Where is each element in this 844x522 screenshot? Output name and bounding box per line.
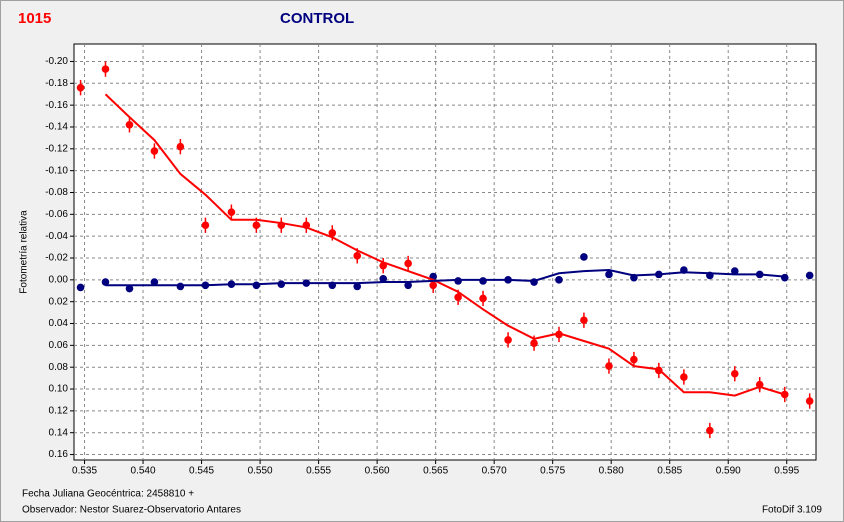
x-tick-label: 0.585 xyxy=(657,466,682,477)
data-point xyxy=(101,278,110,286)
data-point xyxy=(479,294,487,303)
y-tick-label: 0.06 xyxy=(49,340,69,351)
data-point xyxy=(252,281,261,290)
data-point xyxy=(555,330,563,339)
y-tick-label: 0.00 xyxy=(49,274,69,285)
data-point xyxy=(252,221,261,230)
data-point xyxy=(353,252,362,260)
data-point xyxy=(125,284,134,293)
data-point xyxy=(76,283,85,292)
y-tick-label: 0.04 xyxy=(49,318,69,329)
data-point xyxy=(328,229,337,237)
y-tick-label: -0.18 xyxy=(45,78,68,89)
y-tick-label: -0.12 xyxy=(45,143,68,154)
data-point xyxy=(479,277,487,285)
data-point xyxy=(176,142,185,151)
footer-version: FotoDif 3.109 xyxy=(762,505,822,516)
y-tick-label: -0.14 xyxy=(45,122,68,133)
data-point xyxy=(555,276,563,284)
y-tick-label: -0.04 xyxy=(45,231,68,242)
data-point xyxy=(580,316,588,325)
x-tick-label: 0.580 xyxy=(599,466,624,477)
x-tick-label: 0.565 xyxy=(423,466,448,477)
id-label: 1015 xyxy=(18,10,51,27)
data-point xyxy=(227,208,236,216)
x-tick-label: 0.535 xyxy=(72,466,97,477)
y-tick-label: -0.10 xyxy=(45,165,68,176)
x-tick-label: 0.545 xyxy=(189,466,214,477)
trend-line xyxy=(104,93,786,397)
chart-title: CONTROL xyxy=(280,10,354,27)
data-point xyxy=(176,282,185,291)
data-point xyxy=(150,278,159,286)
y-tick-label: 0.16 xyxy=(49,449,69,460)
data-point xyxy=(404,259,412,268)
data-point xyxy=(780,273,789,282)
x-tick-label: 0.550 xyxy=(248,466,273,477)
x-tick-label: 0.575 xyxy=(540,466,565,477)
y-tick-label: 0.12 xyxy=(49,406,69,417)
data-point xyxy=(805,397,814,405)
y-tick-label: 0.14 xyxy=(49,427,69,438)
y-tick-label: 0.02 xyxy=(49,296,69,307)
y-tick-label: -0.16 xyxy=(45,100,68,111)
data-point xyxy=(730,267,739,275)
data-point xyxy=(805,271,814,280)
data-point xyxy=(630,355,638,364)
data-point xyxy=(706,426,714,435)
x-tick-label: 0.590 xyxy=(716,466,741,477)
x-tick-label: 0.595 xyxy=(774,466,799,477)
y-tick-label: 0.10 xyxy=(49,384,69,395)
footer-observer: Observador: Nestor Suarez-Observatorio A… xyxy=(22,505,241,516)
data-point xyxy=(605,362,613,370)
y-tick-label: -0.20 xyxy=(45,56,68,67)
data-point xyxy=(101,65,110,73)
y-tick-label: 0.08 xyxy=(49,362,69,373)
data-point xyxy=(530,339,538,347)
data-point xyxy=(76,83,85,92)
data-point xyxy=(150,147,159,155)
data-point xyxy=(125,120,134,129)
y-tick-label: -0.08 xyxy=(45,187,68,198)
data-point xyxy=(780,390,789,399)
x-tick-label: 0.570 xyxy=(482,466,507,477)
y-tick-label: -0.02 xyxy=(45,253,68,264)
data-point xyxy=(353,282,362,291)
data-point xyxy=(504,336,512,344)
data-point xyxy=(605,270,613,279)
data-point xyxy=(429,281,437,290)
y-axis-label: Fotometría relativa xyxy=(19,210,30,294)
data-point xyxy=(454,293,462,302)
data-point xyxy=(201,221,210,230)
data-point xyxy=(730,369,739,378)
data-point xyxy=(404,281,412,290)
x-tick-label: 0.540 xyxy=(131,466,156,477)
data-point xyxy=(580,253,588,261)
plot-area xyxy=(73,43,817,461)
footer-date: Fecha Juliana Geocéntrica: 2458810 + xyxy=(22,489,194,500)
data-point xyxy=(680,373,688,381)
data-point xyxy=(379,274,388,283)
x-tick-label: 0.555 xyxy=(306,466,331,477)
trend-line xyxy=(105,269,785,287)
y-tick-label: -0.06 xyxy=(45,209,68,220)
x-tick-label: 0.560 xyxy=(365,466,390,477)
